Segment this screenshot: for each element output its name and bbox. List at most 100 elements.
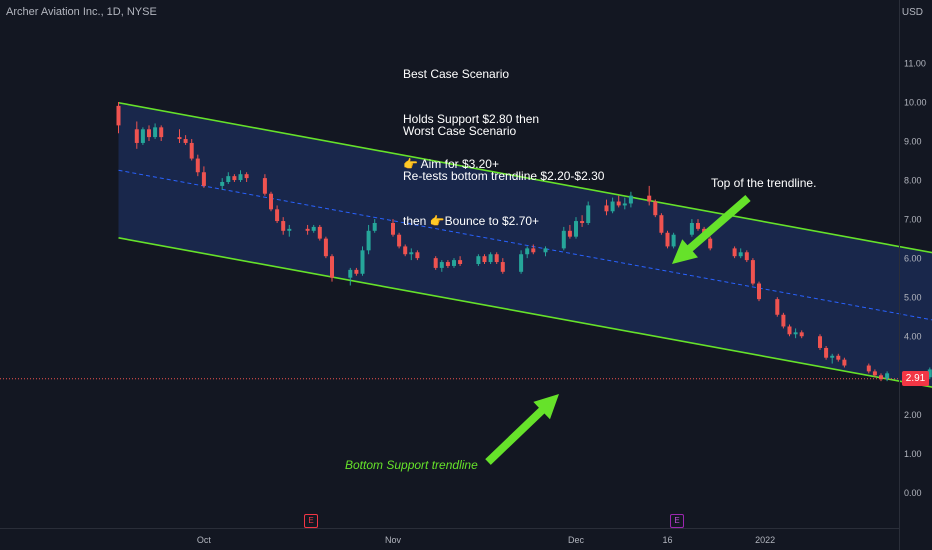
candle-body xyxy=(360,250,365,274)
candle xyxy=(787,324,792,337)
candle xyxy=(433,256,438,270)
candle-body xyxy=(879,375,883,380)
candle-body xyxy=(610,201,615,212)
candle-body xyxy=(799,332,804,337)
candle xyxy=(281,217,286,235)
channel-upper-line xyxy=(118,101,932,254)
candle-body xyxy=(574,221,578,237)
candle xyxy=(580,215,585,227)
candle xyxy=(500,258,505,274)
candle-body xyxy=(140,129,145,143)
candle-body xyxy=(744,252,749,261)
candle-body xyxy=(604,205,609,212)
candle xyxy=(885,371,890,382)
best-case-line: Best Case Scenario xyxy=(403,67,510,81)
best-case-line: Holds Support $2.80 then xyxy=(403,112,540,126)
candle xyxy=(269,191,273,212)
candle-body xyxy=(927,369,932,378)
candle xyxy=(574,217,578,239)
candle-body xyxy=(330,256,334,278)
candle xyxy=(147,125,151,141)
top-callout-arrow xyxy=(672,194,751,264)
y-tick-label: 2.00 xyxy=(904,410,922,420)
candle-body xyxy=(476,256,481,264)
x-tick-label: Nov xyxy=(385,535,402,545)
candle-body xyxy=(494,254,499,263)
candle-body xyxy=(689,223,694,235)
candle-body xyxy=(458,260,463,264)
candle-body xyxy=(488,254,493,263)
y-tick-label: 9.00 xyxy=(904,137,922,147)
candle xyxy=(354,267,359,276)
candle-body xyxy=(708,238,713,249)
candle xyxy=(232,174,237,182)
candle xyxy=(653,199,658,218)
candle xyxy=(262,174,267,196)
candle-body xyxy=(482,256,487,263)
candle xyxy=(799,330,804,339)
candle xyxy=(452,258,456,268)
candle xyxy=(689,219,694,237)
candle-body xyxy=(244,174,249,179)
candle xyxy=(195,154,200,177)
candle-body xyxy=(872,371,877,376)
candle xyxy=(360,246,365,276)
candle xyxy=(610,197,615,214)
candle-body xyxy=(653,201,658,216)
candle-body xyxy=(586,205,591,223)
candle-body xyxy=(531,248,536,253)
earnings-badge[interactable]: E xyxy=(670,514,684,528)
candle xyxy=(757,281,761,302)
candle-body xyxy=(201,172,206,186)
candle-body xyxy=(659,215,664,233)
worst-case-note: Worst Case Scenario Re-tests bottom tren… xyxy=(403,94,604,244)
y-tick-label: 11.00 xyxy=(904,58,926,68)
candle-body xyxy=(616,201,621,206)
candle xyxy=(116,101,121,134)
drawings xyxy=(0,194,899,465)
candle xyxy=(567,224,572,239)
candle-body xyxy=(775,299,780,315)
candle-body xyxy=(183,139,188,143)
candle xyxy=(140,127,145,145)
candle-body xyxy=(391,223,395,235)
candle xyxy=(183,135,188,145)
candle-body xyxy=(885,373,890,380)
candle xyxy=(836,353,841,362)
candle xyxy=(439,260,444,272)
candle xyxy=(201,166,206,188)
candle xyxy=(818,334,822,350)
candle xyxy=(153,123,158,140)
candle xyxy=(415,250,420,261)
candle-body xyxy=(500,262,505,272)
channel-lower-line xyxy=(118,237,932,388)
candle-body xyxy=(195,158,200,173)
candle-body xyxy=(567,230,572,237)
candle-body xyxy=(665,232,670,247)
candle xyxy=(750,258,755,286)
y-tick-label: 1.00 xyxy=(904,449,922,459)
earnings-badge[interactable]: E xyxy=(304,514,318,528)
worst-case-line: then 👉Bounce to $2.70+ xyxy=(403,214,540,228)
regression-channel xyxy=(118,101,932,388)
candle xyxy=(458,256,463,266)
candle xyxy=(781,312,786,329)
currency-label[interactable]: USD xyxy=(901,7,923,18)
candle xyxy=(525,246,530,259)
y-tick-label: 4.00 xyxy=(904,332,922,342)
candle-body xyxy=(305,228,310,231)
symbol-title[interactable]: Archer Aviation Inc., 1D, NYSE xyxy=(6,6,157,18)
candle xyxy=(323,236,328,259)
candle-body xyxy=(226,176,231,182)
candle-body xyxy=(757,283,761,300)
candle-body xyxy=(824,347,829,358)
candle xyxy=(488,252,493,264)
candle-body xyxy=(311,226,316,231)
candle xyxy=(775,297,780,317)
candle-body xyxy=(561,230,566,249)
candle xyxy=(287,224,292,237)
candle xyxy=(830,353,835,364)
x-tick-label: 16 xyxy=(662,535,672,545)
candle-body xyxy=(452,260,456,266)
candle-body xyxy=(372,223,377,231)
